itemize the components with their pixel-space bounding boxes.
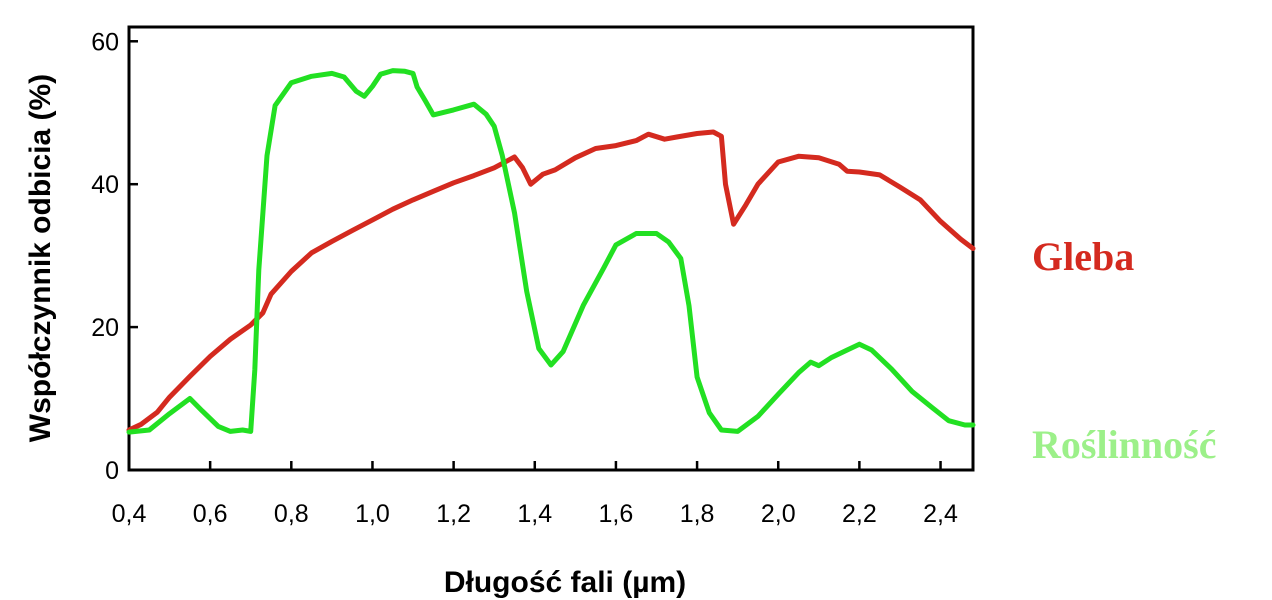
legend-label-roslinnosc: Roślinność [1032,422,1217,467]
y-axis-title: Współczynnik odbicia (%) [24,74,57,442]
x-tick-label: 0,4 [112,500,147,528]
x-tick-label: 0,6 [193,500,228,528]
x-axis-title: Długość fali (µm) [444,566,686,599]
y-tick-label: 20 [91,314,119,342]
y-tick-label: 40 [91,171,119,199]
x-tick-label: 1,0 [355,500,390,528]
y-tick-label: 60 [91,28,119,56]
x-tick-label: 1,2 [436,500,471,528]
series-layer [126,68,976,435]
x-tick-label: 0,8 [274,500,309,528]
legend-label-gleba: Gleba [1032,234,1134,279]
x-tick-label: 1,6 [599,500,634,528]
x-tick-label: 1,4 [517,500,552,528]
x-tick-label: 2,0 [761,500,796,528]
x-tick-label: 1,8 [680,500,715,528]
y-axis-ticks: 0 20 40 60 [91,28,138,485]
x-tick-label: 2,4 [923,500,958,528]
x-tick-label: 2,2 [842,500,877,528]
x-axis-ticks: 0,4 0,6 0,8 1,0 1,2 1,4 1,6 1,8 2,0 2,2 2,4 [112,461,958,528]
y-tick-label: 0 [105,457,119,485]
plot-area-frame [127,25,975,472]
series-line-gleba [126,129,976,433]
series-line-roslinnosc [126,68,976,435]
